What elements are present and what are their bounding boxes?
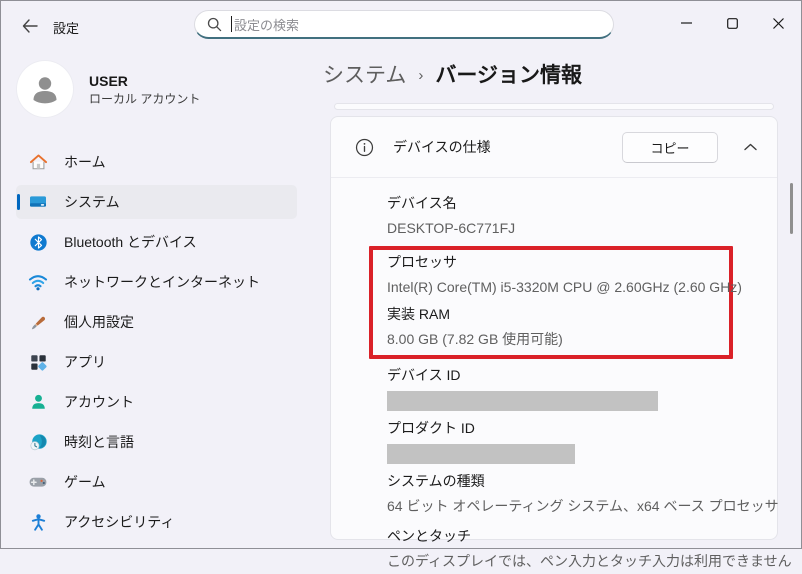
close-button[interactable] bbox=[755, 1, 801, 45]
maximize-icon bbox=[726, 17, 738, 29]
sidebar-item-label: アプリ bbox=[64, 354, 106, 370]
gaming-icon bbox=[28, 472, 48, 492]
home-icon bbox=[28, 152, 48, 172]
sidebar-item-label: 時刻と言語 bbox=[64, 434, 134, 450]
sidebar-item-label: ホーム bbox=[64, 154, 106, 170]
page-title: バージョン情報 bbox=[435, 64, 582, 87]
sidebar: USER ローカル アカウント ホーム システム Bluetooth とデバイス bbox=[1, 49, 321, 548]
spec-label: プロセッサ bbox=[387, 254, 457, 270]
spec-label: ペンとタッチ bbox=[387, 528, 471, 544]
spec-row-device-name: デバイス名 DESKTOP-6C771FJ bbox=[387, 191, 777, 241]
sidebar-item-label: アクセシビリティ bbox=[64, 514, 175, 530]
search-placeholder: 設定の検索 bbox=[234, 17, 300, 33]
card-above-edge bbox=[334, 103, 774, 110]
search-icon bbox=[207, 17, 222, 32]
device-specs-card: デバイスの仕様 コピー デバイス名 DESKTOP-6C771FJ プロセッサ … bbox=[330, 116, 792, 569]
sidebar-item-label: Bluetooth とデバイス bbox=[64, 234, 197, 250]
spec-row-product-id: プロダクト ID bbox=[387, 416, 777, 464]
breadcrumb-separator-icon: › bbox=[418, 66, 424, 84]
sidebar-item-label: アカウント bbox=[64, 394, 134, 410]
spec-label: システムの種類 bbox=[387, 473, 485, 489]
sidebar-item-gaming[interactable]: ゲーム bbox=[16, 465, 297, 499]
main-content: システム › バージョン情報 デバイスの仕様 コピー デバイス名 DESKTOP… bbox=[321, 49, 801, 569]
system-icon bbox=[28, 192, 48, 212]
scrollbar[interactable] bbox=[790, 183, 793, 234]
spec-label: デバイス ID bbox=[387, 367, 461, 383]
breadcrumb: システム › バージョン情報 bbox=[323, 59, 582, 89]
sidebar-item-bluetooth[interactable]: Bluetooth とデバイス bbox=[16, 225, 297, 259]
sidebar-item-home[interactable]: ホーム bbox=[16, 145, 297, 179]
minimize-button[interactable] bbox=[663, 1, 709, 45]
card-title: デバイスの仕様 bbox=[393, 139, 491, 155]
spec-row-pen-touch: ペンとタッチ このディスプレイでは、ペン入力とタッチ入力は利用できません bbox=[387, 524, 792, 574]
sidebar-nav: ホーム システム Bluetooth とデバイス ネットワークとインターネット … bbox=[16, 145, 297, 545]
copy-button[interactable]: コピー bbox=[622, 131, 718, 163]
minimize-icon bbox=[680, 22, 692, 24]
spec-label: デバイス名 bbox=[387, 195, 457, 211]
spec-row-ram: 実装 RAM 8.00 GB (7.82 GB 使用可能) bbox=[387, 302, 729, 352]
sidebar-item-apps[interactable]: アプリ bbox=[16, 345, 297, 379]
spec-row-processor: プロセッサ Intel(R) Core(TM) i5-3320M CPU @ 2… bbox=[387, 250, 742, 300]
accounts-icon bbox=[28, 392, 48, 412]
close-icon bbox=[772, 17, 784, 29]
sidebar-item-accessibility[interactable]: アクセシビリティ bbox=[16, 505, 297, 539]
back-arrow-icon bbox=[22, 19, 38, 33]
device-specs-header[interactable]: デバイスの仕様 コピー bbox=[331, 117, 777, 178]
app-title: 設定 bbox=[53, 21, 80, 36]
sidebar-item-label: システム bbox=[64, 194, 120, 210]
spec-value: このディスプレイでは、ペン入力とタッチ入力は利用できません bbox=[387, 553, 792, 569]
text-cursor bbox=[231, 16, 232, 32]
chevron-up-icon bbox=[743, 143, 757, 151]
spec-label: プロダクト ID bbox=[387, 420, 475, 436]
sidebar-item-label: 個人用設定 bbox=[64, 314, 134, 330]
user-name: USER bbox=[89, 72, 128, 89]
sidebar-item-time-language[interactable]: 時刻と言語 bbox=[16, 425, 297, 459]
personalization-icon bbox=[28, 312, 48, 332]
back-button[interactable] bbox=[17, 13, 43, 39]
time-language-icon bbox=[28, 432, 48, 452]
maximize-button[interactable] bbox=[709, 1, 755, 45]
titlebar: 設定 設定の検索 bbox=[1, 1, 801, 49]
user-silhouette-icon bbox=[33, 77, 57, 104]
redacted-value-bar bbox=[387, 391, 658, 411]
redacted-value-bar bbox=[387, 444, 575, 464]
spec-value: 8.00 GB (7.82 GB 使用可能) bbox=[387, 331, 563, 347]
spec-row-system-type: システムの種類 64 ビット オペレーティング システム、x64 ベース プロセ… bbox=[387, 469, 779, 519]
red-highlight-box: プロセッサ Intel(R) Core(TM) i5-3320M CPU @ 2… bbox=[369, 246, 742, 359]
sidebar-item-network[interactable]: ネットワークとインターネット bbox=[16, 265, 297, 299]
window-controls bbox=[663, 1, 801, 49]
apps-icon bbox=[28, 352, 48, 372]
breadcrumb-parent[interactable]: システム bbox=[323, 64, 407, 87]
user-account-type: ローカル アカウント bbox=[89, 91, 201, 106]
spec-value: 64 ビット オペレーティング システム、x64 ベース プロセッサ bbox=[387, 498, 779, 514]
collapse-toggle[interactable] bbox=[741, 143, 759, 151]
accessibility-icon bbox=[28, 512, 48, 532]
avatar bbox=[17, 61, 73, 117]
search-input[interactable]: 設定の検索 bbox=[194, 10, 614, 39]
spec-value: DESKTOP-6C771FJ bbox=[387, 220, 516, 236]
device-specs-body: デバイス名 DESKTOP-6C771FJ プロセッサ Intel(R) Cor… bbox=[331, 178, 792, 574]
sidebar-item-accounts[interactable]: アカウント bbox=[16, 385, 297, 419]
sidebar-item-personalization[interactable]: 個人用設定 bbox=[16, 305, 297, 339]
sidebar-item-label: ゲーム bbox=[64, 474, 106, 490]
user-account-button[interactable]: USER ローカル アカウント bbox=[17, 61, 200, 117]
sidebar-item-system[interactable]: システム bbox=[16, 185, 297, 219]
network-icon bbox=[28, 272, 48, 292]
spec-label: 実装 RAM bbox=[387, 306, 450, 322]
info-icon bbox=[355, 138, 374, 157]
sidebar-item-label: ネットワークとインターネット bbox=[64, 274, 260, 290]
bluetooth-icon bbox=[28, 232, 48, 252]
spec-value: Intel(R) Core(TM) i5-3320M CPU @ 2.60GHz… bbox=[387, 279, 742, 295]
spec-row-device-id: デバイス ID bbox=[387, 363, 777, 411]
